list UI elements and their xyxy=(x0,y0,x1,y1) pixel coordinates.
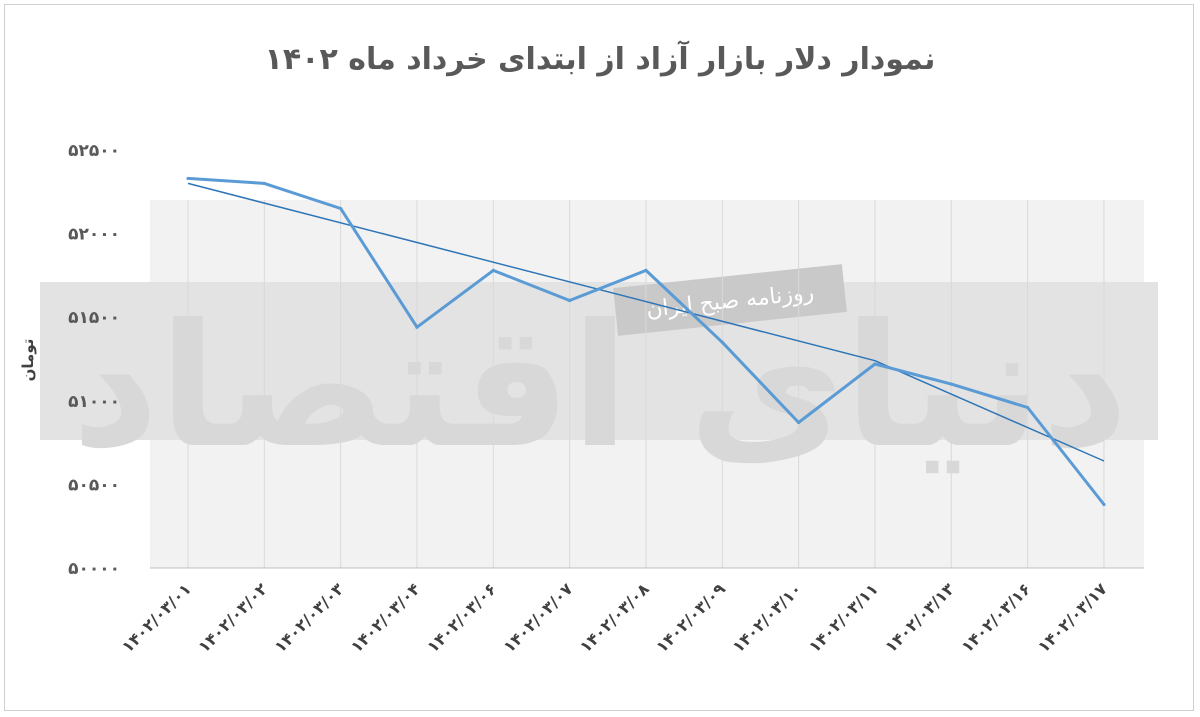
x-tick-label: ۱۴۰۲/۰۳/۰۴ xyxy=(347,579,424,656)
y-tick-label: ۵۱۰۰۰ xyxy=(68,392,120,412)
x-tick-label: ۱۴۰۲/۰۳/۰۸ xyxy=(576,579,653,656)
series-layer xyxy=(186,176,1106,507)
watermark-band xyxy=(40,282,1158,440)
chart-frame xyxy=(4,4,1194,711)
data-point xyxy=(720,340,724,344)
x-tick-label: ۱۴۰۲/۰۳/۰۷ xyxy=(500,579,577,656)
x-tick-label: ۱۴۰۲/۰۳/۱۳ xyxy=(881,579,958,656)
y-tick-label: ۵۰۰۰۰ xyxy=(68,559,120,579)
watermark-brand: دنیای اقتصاد xyxy=(72,288,1129,486)
y-tick-label: ۵۰۵۰۰ xyxy=(68,475,120,495)
data-point xyxy=(491,268,495,272)
data-point xyxy=(415,325,419,329)
grid-layer xyxy=(150,200,1144,569)
x-tick-label: ۱۴۰۲/۰۳/۱۱ xyxy=(805,579,882,656)
watermark-newspaper-box xyxy=(613,264,847,336)
x-tick-label: ۱۴۰۲/۰۳/۰۶ xyxy=(423,579,500,656)
x-tick-label: ۱۴۰۲/۰۳/۱۷ xyxy=(1034,579,1111,656)
data-point xyxy=(873,362,877,366)
x-tick-label: ۱۴۰۲/۰۳/۰۱ xyxy=(118,579,195,656)
data-point xyxy=(186,176,190,181)
x-tick-label: ۱۴۰۲/۰۳/۱۰ xyxy=(729,579,806,656)
chart-title: نمودار دلار بازار آزاد از ابتدای خرداد م… xyxy=(264,42,936,77)
data-point xyxy=(568,298,572,303)
data-point xyxy=(1026,405,1030,410)
x-tick-label: ۱۴۰۲/۰۳/۰۹ xyxy=(652,579,729,656)
y-axis-ticks: ۵۰۰۰۰ ۵۰۵۰۰ ۵۱۰۰۰ ۵۱۵۰۰ ۵۲۰۰۰ ۵۲۵۰۰ xyxy=(68,141,120,579)
y-tick-label: ۵۲۰۰۰ xyxy=(68,225,120,245)
trendline-layer xyxy=(187,182,1105,462)
x-tick-label: ۱۴۰۲/۰۳/۰۲ xyxy=(194,579,271,656)
data-point xyxy=(644,268,648,272)
x-tick-label: ۱۴۰۲/۰۳/۰۳ xyxy=(271,579,348,656)
x-tick-label: ۱۴۰۲/۰۳/۱۶ xyxy=(958,579,1035,656)
data-point xyxy=(1102,502,1106,507)
y-tick-label: ۵۱۵۰۰ xyxy=(68,308,120,328)
y-tick-label: ۵۲۵۰۰ xyxy=(68,141,120,161)
data-point xyxy=(339,206,343,211)
x-axis-ticks: ۱۴۰۲/۰۳/۰۱ ۱۴۰۲/۰۳/۰۲ ۱۴۰۲/۰۳/۰۳ ۱۴۰۲/۰۳/۰۴… xyxy=(118,579,1111,656)
data-point xyxy=(949,382,953,386)
data-point xyxy=(262,181,266,186)
data-point xyxy=(797,420,801,425)
trendline xyxy=(187,182,1105,462)
